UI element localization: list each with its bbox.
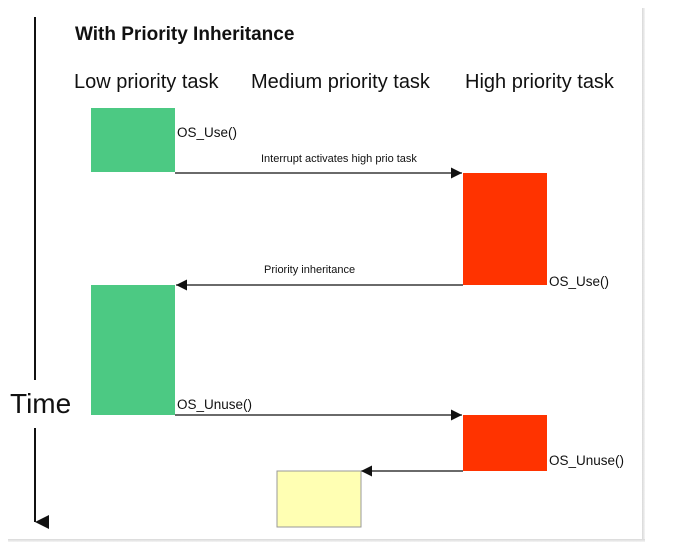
frame-shadow-right [642,8,645,539]
column-header-high: High priority task [465,71,615,93]
low-task-os-unuse-label: OS_Unuse() [177,397,252,412]
low-task-os-use-label: OS_Use() [177,125,237,140]
time-axis-label: Time [10,388,71,419]
low-task-block-1 [91,108,175,172]
high-task-block-1 [463,173,547,285]
frame-shadow-bottom [8,539,645,542]
diagram-title: With Priority Inheritance [75,24,294,45]
high-task-block-2 [463,415,547,471]
medium-task-block [276,470,362,528]
interrupt-label: Interrupt activates high prio task [261,153,417,165]
column-header-low: Low priority task [74,71,219,93]
column-header-medium: Medium priority task [251,71,431,93]
low-task-block-2 [91,285,175,415]
high-task-os-unuse-label: OS_Unuse() [549,453,624,468]
priority-inheritance-label: Priority inheritance [264,264,355,276]
high-task-os-use-label: OS_Use() [549,274,609,289]
